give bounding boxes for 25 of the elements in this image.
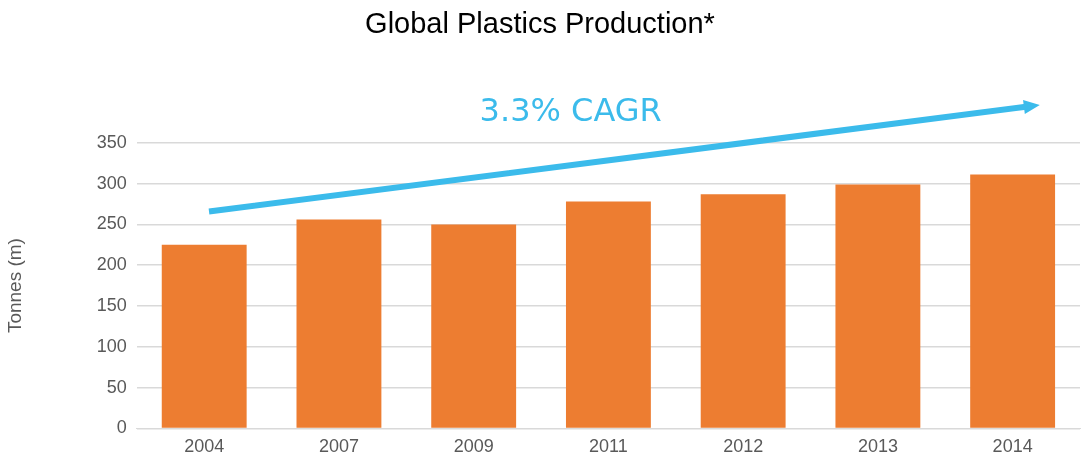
bar xyxy=(700,194,786,428)
bar xyxy=(161,244,247,428)
y-tick-label: 150 xyxy=(96,294,127,315)
x-tick-label: 2011 xyxy=(589,436,628,457)
y-tick-label: 0 xyxy=(116,417,127,438)
bar xyxy=(970,174,1056,428)
x-tick-label: 2013 xyxy=(857,436,898,457)
x-tick-label: 2014 xyxy=(992,436,1033,457)
x-tick-label: 2007 xyxy=(318,436,359,457)
y-tick-label: 350 xyxy=(96,131,127,152)
x-tick-label: 2004 xyxy=(184,436,225,457)
text: 3.3% CAGR xyxy=(479,91,662,130)
bar xyxy=(431,224,517,428)
bar xyxy=(296,219,382,428)
chart-title: Global Plastics Production* xyxy=(365,7,715,40)
y-tick-label: 200 xyxy=(96,254,127,275)
y-tick-label: 250 xyxy=(96,213,127,234)
y-tick-label: 100 xyxy=(96,335,127,356)
y-axis-title: Tonnes (m) xyxy=(3,238,25,334)
bar xyxy=(565,201,651,428)
x-tick-label: 2012 xyxy=(723,436,764,457)
y-tick-label: 300 xyxy=(96,172,127,193)
y-tick-label: 50 xyxy=(106,376,127,397)
bar xyxy=(835,184,921,428)
x-tick-label: 2009 xyxy=(453,436,494,457)
